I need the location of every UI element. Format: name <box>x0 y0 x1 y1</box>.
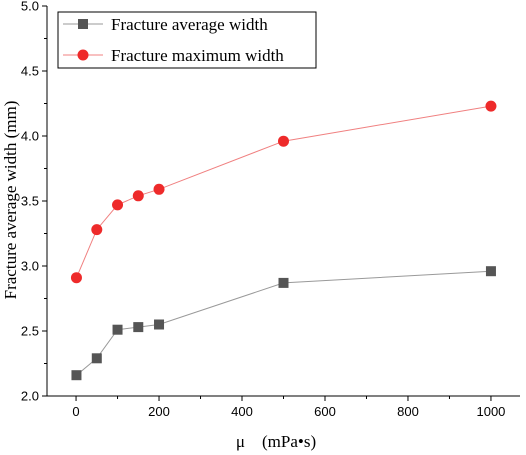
data-point <box>485 100 497 112</box>
data-point <box>70 272 82 284</box>
data-point <box>132 190 144 202</box>
x-tick-label: 0 <box>72 404 79 419</box>
y-tick-label: 4.0 <box>21 129 39 144</box>
legend-marker-maximum <box>77 49 89 61</box>
data-point <box>278 277 289 288</box>
x-tick-label: 1000 <box>476 404 505 419</box>
legend-label-average: Fracture average width <box>111 15 268 34</box>
y-tick-label: 3.0 <box>21 259 39 274</box>
data-point <box>91 353 102 364</box>
data-point <box>485 266 496 277</box>
y-axis-title: Fracture average width (mm) <box>1 101 20 300</box>
y-tick-label: 5.0 <box>21 0 39 14</box>
x-tick-label: 800 <box>397 404 419 419</box>
data-point <box>112 324 123 335</box>
x-tick-label: 400 <box>231 404 253 419</box>
data-point <box>153 183 165 195</box>
x-axis-title: μ (mPa•s) <box>236 432 316 451</box>
legend: Fracture average width Fracture maximum … <box>57 11 317 69</box>
axes: 2.0 2.5 3.0 3.5 4.0 4.5 5.0 0 200 400 600 800 1000 <box>21 0 520 419</box>
data-point <box>112 199 124 211</box>
series-layer <box>70 100 497 381</box>
x-tick-label: 600 <box>314 404 336 419</box>
legend-label-maximum: Fracture maximum width <box>111 46 284 65</box>
series-average-width <box>71 266 496 381</box>
data-point <box>278 135 289 147</box>
y-tick-label: 3.5 <box>21 194 39 209</box>
y-tick-label: 2.0 <box>21 389 39 404</box>
x-tick-label: 200 <box>148 404 170 419</box>
data-point <box>154 319 165 330</box>
y-tick-label: 2.5 <box>21 324 39 339</box>
y-tick-label: 4.5 <box>21 64 39 79</box>
data-point <box>91 224 103 236</box>
data-point <box>71 370 82 381</box>
legend-marker-average <box>78 19 88 29</box>
series-maximum-width <box>70 100 497 284</box>
data-point <box>133 322 144 333</box>
legend-box <box>57 11 317 69</box>
